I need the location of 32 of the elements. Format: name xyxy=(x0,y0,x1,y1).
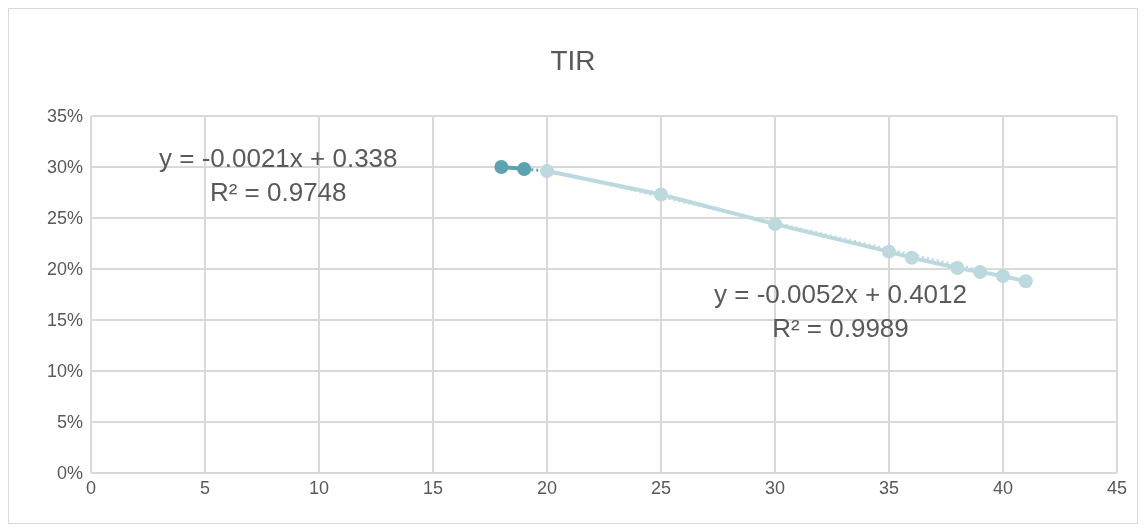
x-tick-label: 35 xyxy=(878,477,900,498)
y-tick-label: 10% xyxy=(46,361,83,382)
point xyxy=(996,269,1010,284)
x-tick-label: 20 xyxy=(536,477,558,498)
point xyxy=(654,187,668,202)
point xyxy=(540,164,554,179)
x-tick-label: 30 xyxy=(764,477,786,498)
x-tick-label: 5 xyxy=(199,477,211,498)
y-tick-label: 0% xyxy=(56,463,83,484)
point xyxy=(768,217,782,232)
y-tick-label: 25% xyxy=(46,208,83,229)
chart-title: TIR xyxy=(549,45,597,77)
y-tick-label: 15% xyxy=(46,310,83,331)
x-tick-label: 25 xyxy=(650,477,672,498)
x-tick-label: 10 xyxy=(308,477,330,498)
x-tick-label: 45 xyxy=(1106,477,1128,498)
x-tick-label: 40 xyxy=(992,477,1014,498)
point xyxy=(904,250,919,265)
point xyxy=(1018,274,1033,289)
point xyxy=(973,265,988,280)
point xyxy=(494,160,509,174)
y-tick-label: 20% xyxy=(46,259,83,280)
x-tick-label: 0 xyxy=(85,477,97,498)
y-tick-label: 35% xyxy=(46,106,83,127)
point xyxy=(882,244,896,259)
point xyxy=(950,260,965,275)
y-tick-label: 5% xyxy=(56,412,83,433)
annotation: y = -0.0021x + 0.338 R² = 0.9748 xyxy=(159,142,398,209)
annotation: y = -0.0052x + 0.4012 R² = 0.9989 xyxy=(714,278,967,345)
x-tick-label: 15 xyxy=(422,477,444,498)
point xyxy=(517,162,532,177)
y-tick-label: 30% xyxy=(46,157,83,178)
